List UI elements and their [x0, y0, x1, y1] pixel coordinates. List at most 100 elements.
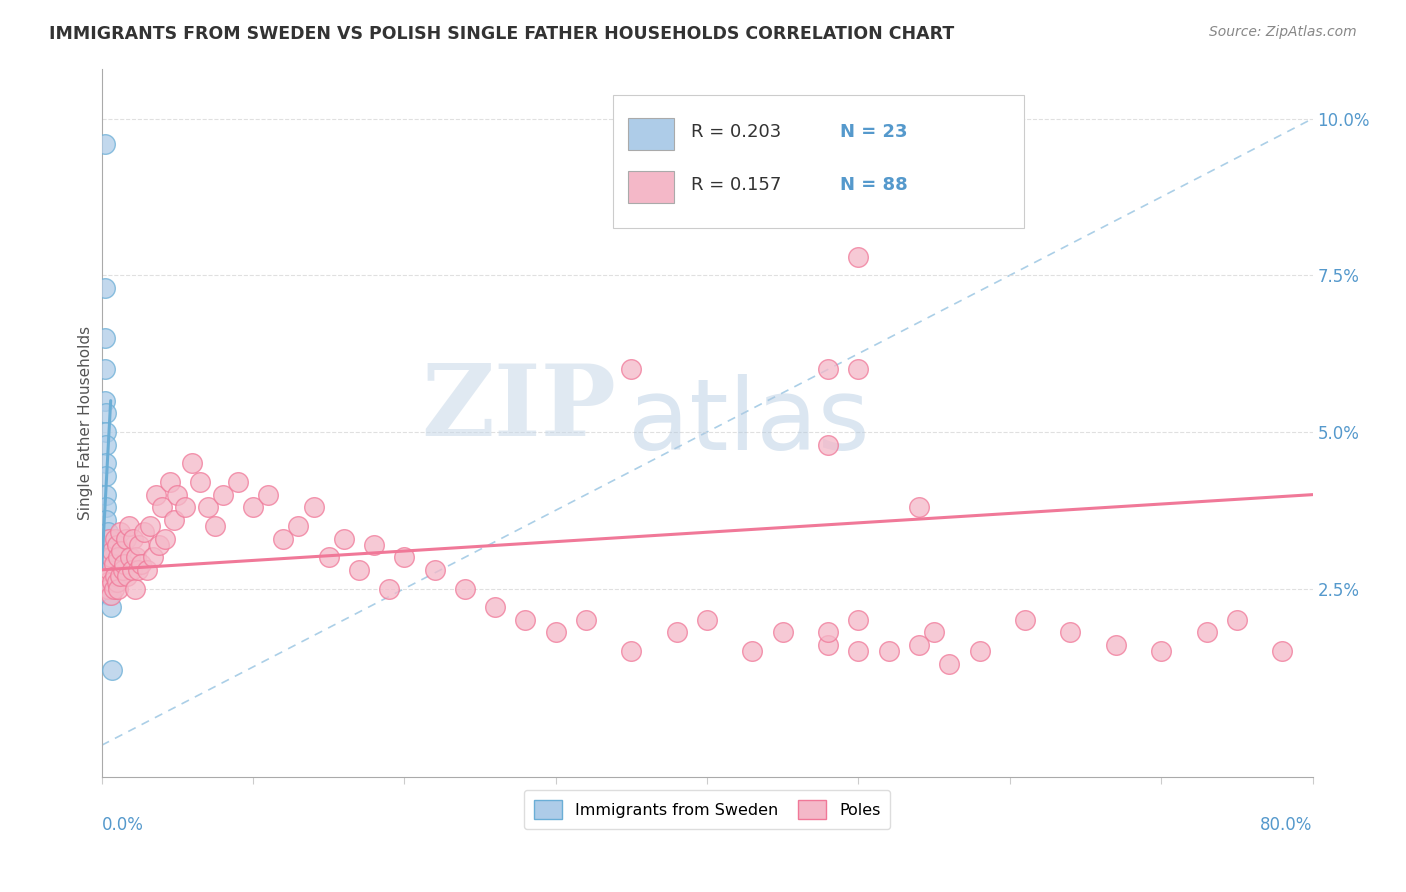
Point [101, 663, 124, 677]
Point [302, 500, 325, 515]
Point [121, 563, 143, 577]
Point [107, 582, 129, 596]
Point [139, 519, 162, 533]
Point [211, 488, 233, 502]
Point [98, 588, 121, 602]
Point [696, 613, 718, 627]
Point [142, 550, 165, 565]
Text: Source: ZipAtlas.com: Source: ZipAtlas.com [1209, 25, 1357, 39]
Point [105, 538, 128, 552]
Point [575, 613, 598, 627]
Point [173, 500, 195, 515]
Point [741, 644, 763, 658]
Point [848, 362, 870, 376]
Point [98, 532, 121, 546]
Point [97, 563, 120, 577]
Point [93, 393, 115, 408]
Point [271, 532, 294, 546]
Point [544, 625, 567, 640]
Point [93, 563, 115, 577]
Point [226, 475, 249, 489]
Point [97, 582, 120, 596]
Point [101, 544, 124, 558]
Point [93, 331, 115, 345]
Point [97, 525, 120, 540]
Point [287, 519, 309, 533]
Point [620, 362, 643, 376]
Point [118, 519, 141, 533]
Text: IMMIGRANTS FROM SWEDEN VS POLISH SINGLE FATHER HOUSEHOLDS CORRELATION CHART: IMMIGRANTS FROM SWEDEN VS POLISH SINGLE … [49, 25, 955, 43]
Point [98, 563, 121, 577]
Point [94, 488, 117, 502]
Point [107, 550, 129, 565]
Point [1271, 644, 1294, 658]
Point [159, 475, 181, 489]
Point [347, 563, 370, 577]
Point [1059, 625, 1081, 640]
Point [94, 513, 117, 527]
Point [242, 500, 264, 515]
Point [166, 488, 188, 502]
Point [94, 406, 117, 420]
Point [484, 600, 506, 615]
Point [817, 362, 839, 376]
Point [848, 613, 870, 627]
Point [93, 362, 115, 376]
Point [94, 468, 117, 483]
Point [817, 437, 839, 451]
Point [257, 488, 280, 502]
Point [1105, 638, 1128, 652]
Text: ZIP: ZIP [422, 359, 616, 457]
Point [108, 569, 131, 583]
Point [1195, 625, 1218, 640]
Point [394, 550, 416, 565]
Text: N = 88: N = 88 [841, 177, 908, 194]
Point [378, 582, 401, 596]
Point [318, 550, 340, 565]
Point [817, 638, 839, 652]
Point [104, 569, 127, 583]
Point [127, 563, 149, 577]
Point [105, 575, 128, 590]
Point [188, 475, 211, 489]
Point [94, 425, 117, 439]
Point [104, 532, 127, 546]
Point [94, 456, 117, 470]
Point [103, 557, 125, 571]
Point [620, 644, 643, 658]
Legend: Immigrants from Sweden, Poles: Immigrants from Sweden, Poles [524, 790, 890, 829]
Point [515, 613, 537, 627]
Point [108, 525, 131, 540]
Point [128, 538, 150, 552]
Point [150, 500, 173, 515]
Point [122, 532, 145, 546]
Point [163, 513, 186, 527]
Point [120, 550, 142, 565]
Point [97, 569, 120, 583]
Point [97, 550, 120, 565]
Point [125, 550, 148, 565]
FancyBboxPatch shape [628, 118, 675, 150]
Point [103, 582, 125, 596]
Point [97, 575, 120, 590]
Point [423, 563, 446, 577]
Point [117, 569, 139, 583]
FancyBboxPatch shape [628, 171, 675, 203]
Y-axis label: Single Father Households: Single Father Households [79, 326, 93, 520]
Point [129, 557, 152, 571]
Point [1150, 644, 1173, 658]
Point [665, 625, 688, 640]
Point [1014, 613, 1036, 627]
Point [110, 544, 132, 558]
Point [100, 588, 122, 602]
Point [114, 532, 136, 546]
Point [848, 644, 870, 658]
Point [101, 575, 124, 590]
Point [93, 281, 115, 295]
Text: N = 23: N = 23 [841, 123, 908, 141]
Point [877, 644, 900, 658]
Point [97, 575, 120, 590]
Point [94, 437, 117, 451]
Point [100, 600, 122, 615]
Point [94, 569, 117, 583]
